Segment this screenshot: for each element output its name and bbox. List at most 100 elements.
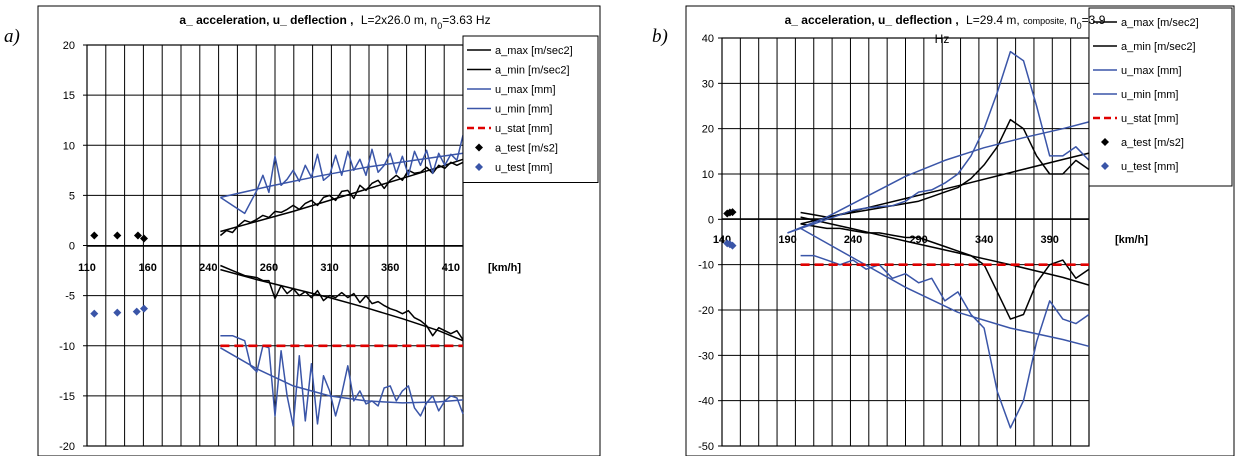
title-sub-b: 0 — [1077, 21, 1082, 31]
x-axis-unit-label: [km/h] — [1115, 234, 1148, 246]
y-tick-label: 40 — [702, 33, 714, 45]
series-line-u-max-trend — [220, 152, 464, 199]
title-rest-b: L=29.4 m, — [966, 13, 1020, 27]
title-after-b: =3.9 — [1082, 13, 1106, 27]
legend-item-u-max-mm: u_max [mm] — [467, 84, 556, 96]
series-line-a-min-m-sec2 — [220, 264, 464, 341]
series-line-a-min-trend — [220, 268, 464, 342]
data-point-u-test-mm — [132, 307, 141, 316]
y-tick-label: -5 — [65, 291, 75, 303]
legend-item-a-max-m-sec2: a_max [m/sec2] — [467, 45, 573, 57]
series-line-u-min-mm — [220, 334, 464, 427]
chart-title-b: a_ acceleration, u_ deflection , L=29.4 … — [785, 13, 1106, 31]
legend-marker — [475, 163, 483, 171]
legend-item-u-test-mm: u_test [mm] — [1101, 161, 1178, 173]
y-tick-label: 20 — [702, 124, 714, 136]
y-tick-label: 10 — [63, 140, 75, 152]
y-tick-label: 15 — [63, 90, 75, 102]
legend-item-u-stat-mm: u_stat [mm] — [1093, 113, 1178, 125]
legend-item-u-stat-mm: u_stat [mm] — [467, 123, 552, 135]
y-tick-label: 0 — [708, 214, 714, 226]
legend-label: u_test [mm] — [1121, 161, 1178, 173]
legend-item-a-test-m-s2: a_test [m/s2] — [475, 143, 558, 155]
chart-panel-a: 20 15 10 5 0 -5 -10 -15 -20 110 160 240 260 310 360 410… — [37, 5, 601, 457]
y-tick-label: 10 — [702, 169, 714, 181]
title-main-b: a_ acceleration, u_ deflection , — [785, 13, 959, 27]
x-tick-label: 310 — [320, 262, 338, 274]
series-layer-a — [90, 135, 464, 427]
series-line-u-max-mm — [219, 135, 464, 215]
legend-label: a_min [m/sec2] — [1121, 41, 1196, 53]
data-point-a-test-m-s2 — [90, 231, 99, 240]
data-point-u-test-mm — [728, 241, 737, 250]
title-main-a: a_ acceleration, u_ deflection , — [179, 13, 353, 27]
title-rest2-b: n — [1070, 13, 1077, 27]
series-line-a-min-m-sec2 — [800, 223, 1090, 320]
x-axis-unit-label: [km/h] — [488, 262, 521, 274]
x-tick-label: 390 — [1040, 234, 1058, 246]
series-clip-group — [787, 50, 1090, 429]
series-line-u-max-mm — [787, 50, 1090, 234]
legend-item-u-max-mm: u_max [mm] — [1093, 65, 1182, 77]
panel-letter-a: a) — [4, 26, 20, 47]
legend-item-a-min-m-sec2: a_min [m/sec2] — [467, 65, 570, 77]
data-point-u-test-mm — [113, 308, 122, 317]
y-tick-label: -20 — [698, 305, 714, 317]
legend-label: u_max [mm] — [495, 84, 556, 96]
y-tick-label: 5 — [69, 190, 75, 202]
title-sub-a: 0 — [437, 21, 442, 31]
y-tick-label: -40 — [698, 396, 714, 408]
y-tick-label: -15 — [59, 391, 75, 403]
legend-label: a_test [m/s2] — [495, 143, 558, 155]
x-tick-label: 190 — [778, 234, 796, 246]
legend-label: u_test [mm] — [495, 162, 552, 174]
data-point-a-test-m-s2 — [133, 231, 142, 240]
plot-area-border — [721, 37, 1090, 447]
x-tick-label: 410 — [442, 262, 460, 274]
legend-label: u_stat [mm] — [1121, 113, 1178, 125]
series-line-a-max-m-sec2 — [219, 161, 464, 237]
series-layer-b — [723, 50, 1090, 429]
title-after-a: =3.63 Hz — [442, 13, 490, 27]
plot-grid-b — [721, 37, 1090, 447]
legend-item-a-max-m-sec2: a_max [m/sec2] — [1093, 17, 1199, 29]
series-line-u-min-mm — [800, 254, 1090, 429]
legend-item-u-min-mm: u_min [mm] — [467, 104, 552, 116]
legend-item-u-test-mm: u_test [mm] — [475, 162, 552, 174]
legend-box — [1088, 7, 1233, 187]
x-tick-label: 240 — [844, 234, 862, 246]
y-tick-label: -30 — [698, 350, 714, 362]
panel-letter-b: b) — [652, 26, 668, 47]
y-tick-label: -20 — [59, 441, 75, 453]
x-tick-label: 160 — [138, 262, 156, 274]
legend-item-u-min-mm: u_min [mm] — [1093, 89, 1178, 101]
x-tick-label: 260 — [260, 262, 278, 274]
y-tick-label: 0 — [69, 241, 75, 253]
y-tick-label: -10 — [698, 260, 714, 272]
legend-marker — [475, 143, 483, 152]
chart-title-a: a_ acceleration, u_ deflection , L=2x26.… — [179, 13, 490, 31]
data-point-a-test-m-s2 — [140, 234, 149, 243]
title-line2-b: Hz — [935, 32, 950, 46]
legend-b: a_max [m/sec2] a_min [m/sec2] u_max [mm] u_… — [1088, 7, 1233, 187]
legend-label: u_stat [mm] — [495, 123, 552, 135]
legend-label: a_max [m/sec2] — [1121, 17, 1199, 29]
data-point-u-test-mm — [140, 304, 149, 313]
legend-label: u_min [mm] — [495, 104, 552, 116]
legend-label: u_max [mm] — [1121, 65, 1182, 77]
legend-label: a_test [m/s2] — [1121, 137, 1184, 149]
series-line-u-min-trend — [800, 227, 1090, 348]
legend-label: a_min [m/sec2] — [495, 65, 570, 77]
y-tick-label: -50 — [698, 441, 714, 453]
x-tick-label: 360 — [381, 262, 399, 274]
legend-label: u_min [mm] — [1121, 89, 1178, 101]
legend-label: a_max [m/sec2] — [495, 45, 573, 57]
series-line-u-max-trend — [787, 121, 1090, 234]
legend-item-a-min-m-sec2: a_min [m/sec2] — [1093, 41, 1196, 53]
series-line-a-max-m-sec2 — [800, 118, 1090, 218]
series-line-a-max-trend — [800, 152, 1090, 225]
title-rest-a: L=2x26.0 m, n — [361, 13, 437, 27]
